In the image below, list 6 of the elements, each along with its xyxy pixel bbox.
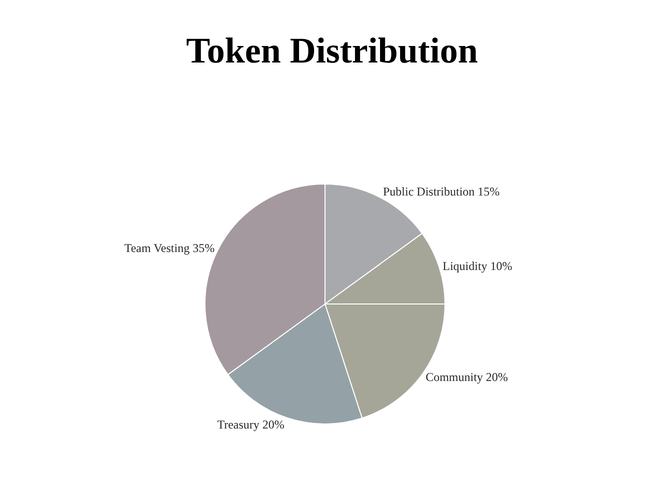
- slice-label: Team Vesting 35%: [124, 241, 215, 256]
- slice-label: Community 20%: [426, 370, 508, 384]
- slice-label: Liquidity 10%: [442, 259, 512, 274]
- chart-title: Token Distribution: [186, 30, 478, 71]
- slice-label: Public Distribution 15%: [382, 184, 500, 199]
- slice-label: Treasury 20%: [217, 417, 284, 432]
